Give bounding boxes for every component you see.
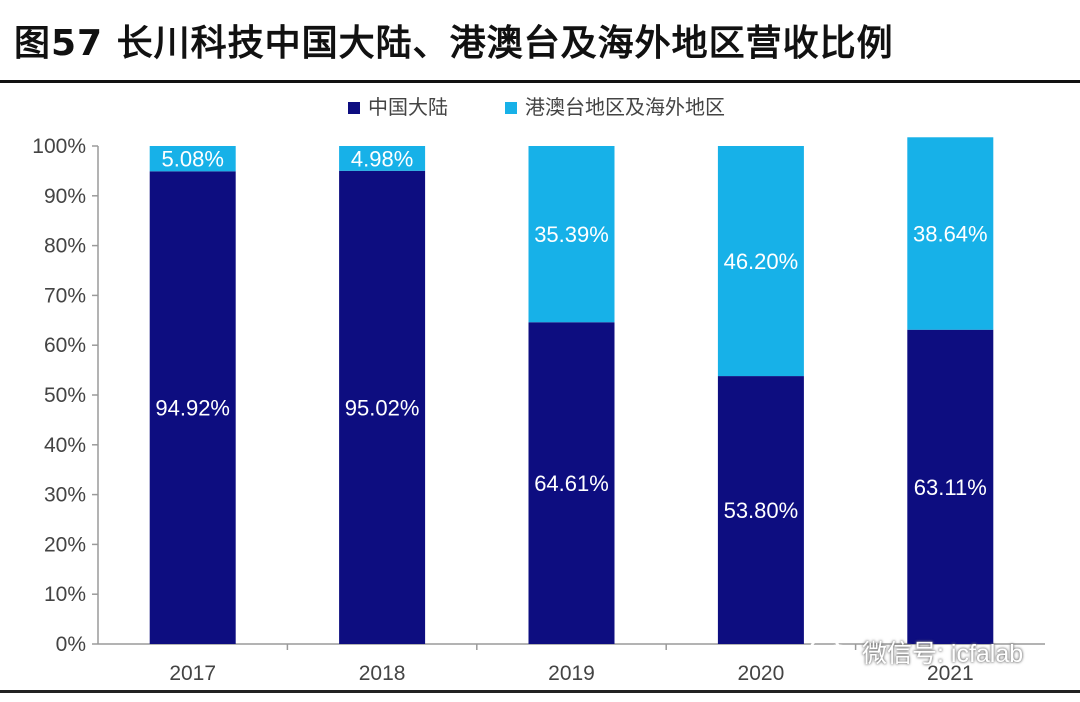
legend-swatch — [505, 102, 517, 114]
y-tick-label: 60% — [44, 334, 86, 357]
y-tick-label: 70% — [44, 284, 86, 307]
data-label: 63.11% — [914, 475, 987, 500]
x-tick-label: 2020 — [738, 662, 785, 685]
y-tick-label: 80% — [44, 235, 86, 258]
watermark: 微信号: icfalab — [808, 634, 1023, 670]
y-tick-label: 40% — [44, 434, 86, 457]
title-divider — [0, 80, 1080, 83]
y-tick-label: 30% — [44, 484, 86, 507]
data-label: 35.39% — [534, 222, 609, 247]
y-tick-label: 0% — [56, 633, 86, 656]
figure-title: 图57 长川科技中国大陆、港澳台及海外地区营收比例 — [14, 23, 894, 64]
x-tick-label: 2021 — [927, 662, 974, 685]
x-tick-label: 2017 — [169, 662, 216, 685]
bar-mainland-2021 — [907, 329, 994, 644]
data-label: 46.20% — [724, 249, 799, 274]
bar-overseas-2020 — [717, 146, 804, 377]
bar-overseas-2019 — [528, 146, 615, 323]
data-label: 5.08% — [162, 147, 224, 172]
data-label: 4.98% — [351, 146, 413, 171]
legend-swatch — [348, 102, 360, 114]
bar-mainland-2017 — [149, 171, 236, 644]
x-tick-label: 2019 — [548, 662, 595, 685]
data-label: 38.64% — [913, 221, 988, 246]
bar-mainland-2019 — [528, 322, 615, 644]
bar-mainland-2018 — [339, 170, 426, 644]
wechat-icon — [809, 636, 852, 666]
legend-label: 港澳台地区及海外地区 — [525, 95, 725, 119]
watermark-text: 微信号: icfalab — [862, 640, 1024, 668]
y-tick-label: 50% — [44, 384, 86, 407]
legend-label: 中国大陆 — [368, 95, 448, 119]
data-label: 95.02% — [345, 395, 420, 420]
bar-overseas-2021 — [907, 137, 994, 330]
bar-overseas-2017 — [149, 146, 236, 172]
data-label: 64.61% — [534, 471, 609, 496]
y-tick-label: 100% — [32, 135, 86, 158]
y-tick-label: 20% — [44, 533, 86, 556]
bar-overseas-2018 — [339, 146, 426, 171]
bottom-divider — [0, 690, 1080, 693]
bar-mainland-2020 — [717, 376, 804, 644]
figure-title-bar: 图57 长川科技中国大陆、港澳台及海外地区营收比例 — [0, 0, 1080, 83]
data-label: 53.80% — [724, 498, 799, 523]
y-tick-label: 90% — [44, 185, 86, 208]
data-label: 94.92% — [155, 396, 230, 421]
y-tick-label: 10% — [44, 583, 86, 606]
x-tick-label: 2018 — [359, 662, 406, 685]
